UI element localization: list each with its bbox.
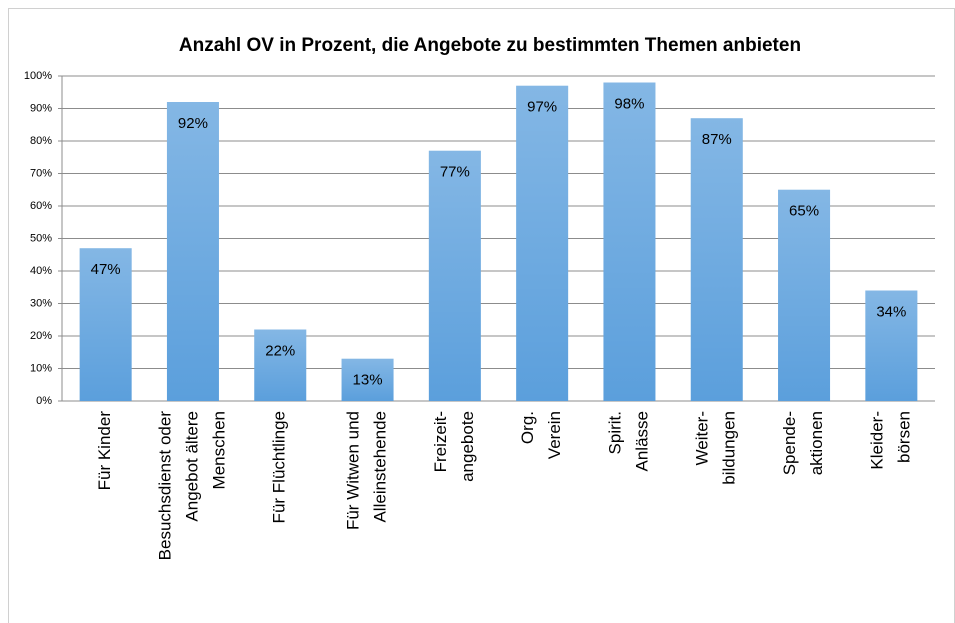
value-label: 13% xyxy=(353,372,383,389)
x-tick-label: Verein xyxy=(545,411,564,459)
y-tick-label: 20% xyxy=(30,330,52,342)
value-label: 98% xyxy=(614,95,644,112)
x-tick-label: Org. xyxy=(518,411,537,444)
x-tick-label: Für Witwen und xyxy=(344,411,363,530)
x-tick-label: Spende- xyxy=(780,411,799,475)
x-tick-label: Anlässe xyxy=(632,411,651,471)
y-tick-label: 40% xyxy=(30,265,52,277)
x-tick-label: Für Flüchtlinge xyxy=(270,411,289,523)
bar-shine xyxy=(516,85,569,401)
x-tick-label: börsen xyxy=(894,411,913,463)
value-label: 47% xyxy=(91,261,121,278)
y-tick-label: 90% xyxy=(30,102,52,114)
x-tick-label: aktionen xyxy=(807,411,826,475)
x-tick-label: Alleinstehende xyxy=(371,411,390,523)
bar-shine xyxy=(428,150,481,401)
y-tick-label: 0% xyxy=(36,395,52,407)
y-tick-label: 70% xyxy=(30,167,52,179)
value-label: 65% xyxy=(789,203,819,220)
y-tick-label: 10% xyxy=(30,362,52,374)
x-tick-label: Freizeit- xyxy=(431,411,450,472)
value-label: 87% xyxy=(702,131,732,148)
bar-shine xyxy=(166,102,219,401)
value-label: 34% xyxy=(876,303,906,320)
y-tick-label: 80% xyxy=(30,135,52,147)
x-tick-label: Weiter- xyxy=(693,411,712,465)
x-tick-label: bildungen xyxy=(720,411,739,485)
x-tick-label: Spirit. xyxy=(605,411,624,454)
y-tick-label: 100% xyxy=(24,70,52,82)
value-label: 77% xyxy=(440,164,470,181)
x-tick-label: Angebot ältere xyxy=(182,411,201,522)
x-tick-label: Menschen xyxy=(209,411,228,489)
bar-shine xyxy=(341,358,394,401)
x-tick-label: Besuchsdienst oder xyxy=(155,411,174,561)
x-tick-label: angebote xyxy=(458,411,477,482)
value-label: 92% xyxy=(178,115,208,132)
y-tick-label: 30% xyxy=(30,297,52,309)
bar-shine xyxy=(690,118,743,401)
bar-shine xyxy=(778,189,831,401)
y-tick-label: 60% xyxy=(30,200,52,212)
chart-title: Anzahl OV in Prozent, die Angebote zu be… xyxy=(179,35,801,56)
x-tick-label: Für Kinder xyxy=(95,411,114,491)
x-tick-label: Kleider- xyxy=(867,411,886,470)
bar-shine xyxy=(603,82,656,401)
bar-shine xyxy=(254,329,307,401)
bar-shine xyxy=(79,248,132,401)
value-label: 97% xyxy=(527,99,557,116)
y-tick-label: 50% xyxy=(30,232,52,244)
bar-shine xyxy=(865,290,918,401)
value-label: 22% xyxy=(265,342,295,359)
